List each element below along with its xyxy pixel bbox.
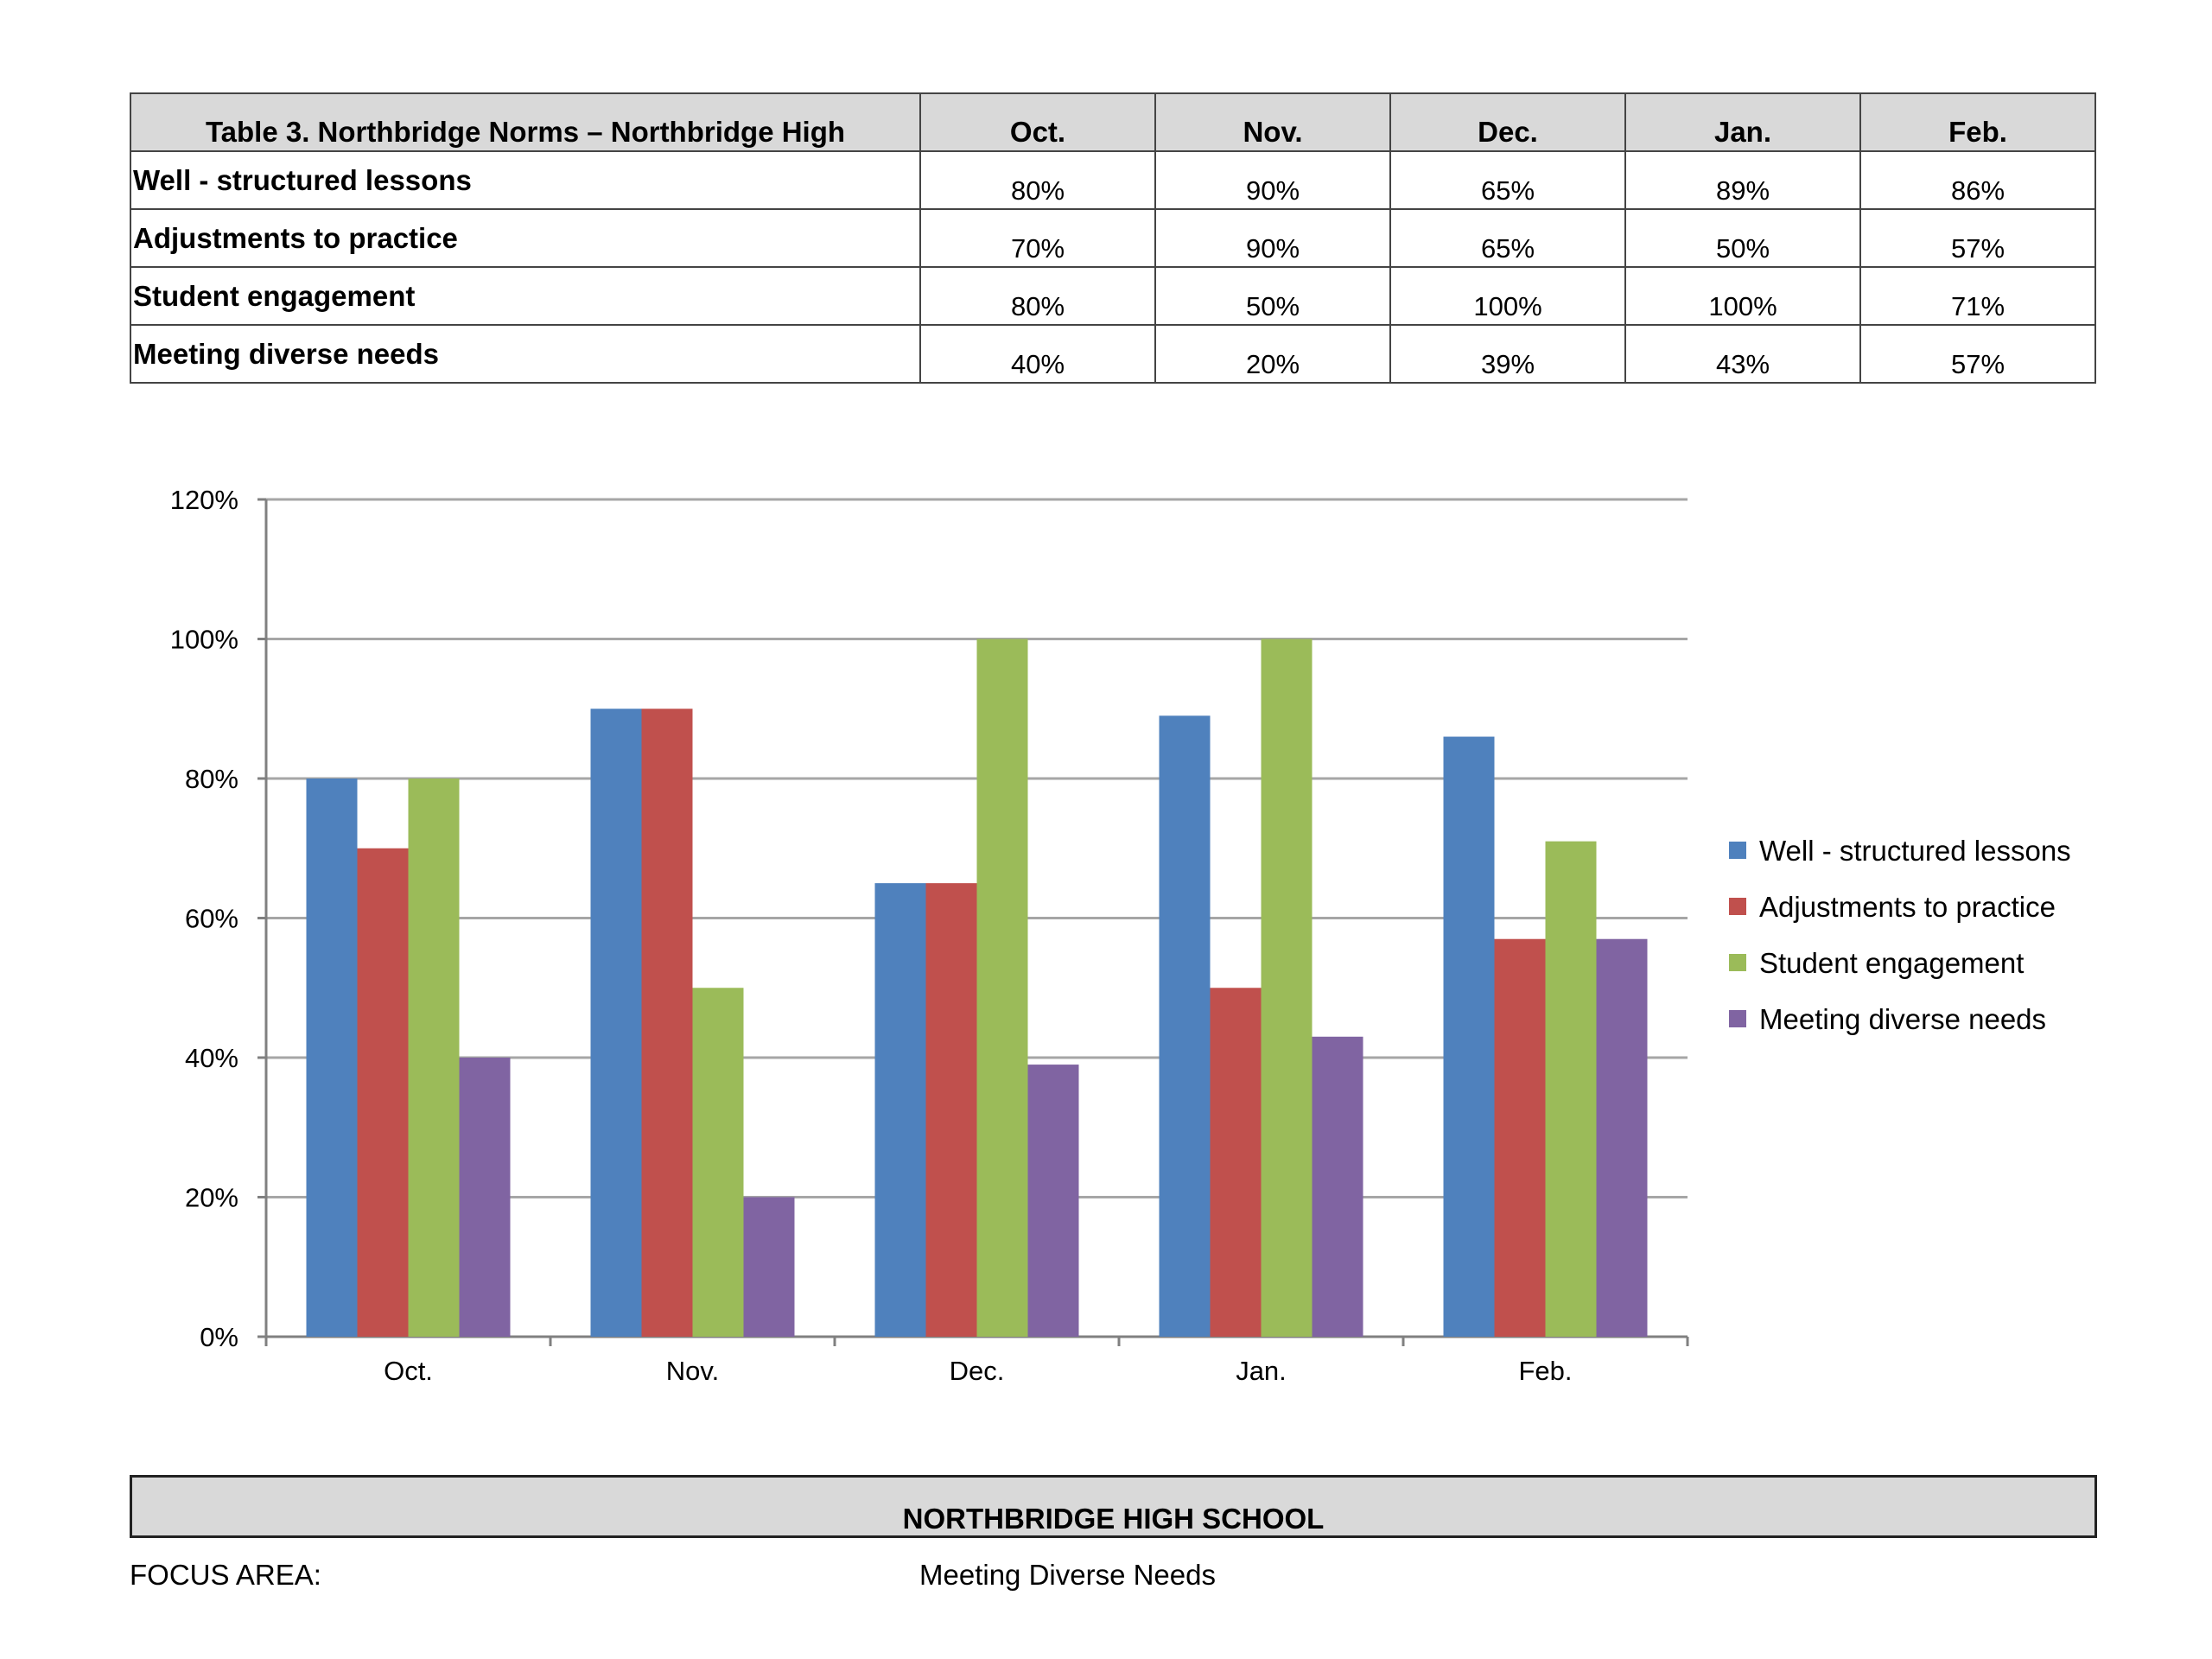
- bar: [459, 1058, 511, 1337]
- y-tick-label: 100%: [170, 625, 238, 655]
- table-cell: 65%: [1389, 150, 1626, 210]
- bar: [1261, 639, 1313, 1337]
- month-header: Nov.: [1154, 92, 1391, 152]
- row-label: Well - structured lessons: [130, 150, 921, 210]
- table-cell: 39%: [1389, 324, 1626, 384]
- school-banner: NORTHBRIDGE HIGH SCHOOL: [130, 1475, 2097, 1538]
- bar: [925, 883, 977, 1337]
- bar-chart: 0% 20% 40% 60% 80% 100% 120% Oct. Nov. Dec. Jan. Fe…: [170, 485, 2071, 1386]
- month-header: Oct.: [919, 92, 1156, 152]
- table-cell: 100%: [1389, 266, 1626, 326]
- y-tick-label: 40%: [185, 1043, 238, 1073]
- x-tick-label: Dec.: [950, 1356, 1005, 1386]
- table-row: Meeting diverse needs 40% 20% 39% 43% 57…: [130, 324, 2096, 384]
- y-tick-label: 20%: [185, 1183, 238, 1213]
- bar: [743, 1197, 795, 1337]
- bar: [976, 639, 1028, 1337]
- table-cell: 57%: [1859, 208, 2096, 268]
- legend-label: Adjustments to practice: [1759, 891, 2056, 923]
- table-cell: 65%: [1389, 208, 1626, 268]
- focus-area-label: FOCUS AREA:: [130, 1559, 321, 1591]
- table-cell: 80%: [919, 266, 1156, 326]
- legend-label: Student engagement: [1759, 947, 2024, 979]
- y-tick-label: 60%: [185, 904, 238, 934]
- table-cell: 40%: [919, 324, 1156, 384]
- bar: [1159, 715, 1211, 1337]
- table-cell: 90%: [1154, 150, 1391, 210]
- table-cell: 89%: [1624, 150, 1861, 210]
- x-tick-label: Nov.: [666, 1356, 719, 1386]
- bar: [1545, 841, 1597, 1337]
- focus-area-value: Meeting Diverse Needs: [919, 1559, 1216, 1591]
- bar: [1312, 1036, 1363, 1337]
- table-cell: 100%: [1624, 266, 1861, 326]
- table-cell: 57%: [1859, 324, 2096, 384]
- bar: [357, 848, 409, 1337]
- month-header: Jan.: [1624, 92, 1861, 152]
- legend-swatch: [1729, 898, 1746, 915]
- y-tick-label: 0%: [200, 1322, 238, 1352]
- school-name: NORTHBRIDGE HIGH SCHOOL: [902, 1503, 1325, 1535]
- table-cell: 90%: [1154, 208, 1391, 268]
- bar: [408, 779, 460, 1337]
- table-title: Table 3. Northbridge Norms – Northbridge…: [130, 92, 921, 152]
- x-tick-label: Jan.: [1236, 1356, 1287, 1386]
- bar: [641, 709, 693, 1337]
- row-label: Adjustments to practice: [130, 208, 921, 268]
- x-tick-label: Feb.: [1518, 1356, 1572, 1386]
- table-cell: 70%: [919, 208, 1156, 268]
- month-header: Feb.: [1859, 92, 2096, 152]
- table-row: Well - structured lessons 80% 90% 65% 89…: [130, 150, 2096, 210]
- table-cell: 50%: [1624, 208, 1861, 268]
- bar: [1027, 1065, 1079, 1337]
- legend-label: Well - structured lessons: [1759, 835, 2071, 867]
- bar: [590, 709, 642, 1337]
- bar: [1443, 736, 1495, 1337]
- table-cell: 86%: [1859, 150, 2096, 210]
- table-cell: 43%: [1624, 324, 1861, 384]
- table-header-row: Table 3. Northbridge Norms – Northbridge…: [130, 92, 2096, 152]
- norms-table: Table 3. Northbridge Norms – Northbridge…: [130, 92, 2096, 384]
- x-tick-label: Oct.: [384, 1356, 433, 1386]
- y-tick-label: 120%: [170, 485, 238, 515]
- bar: [1494, 938, 1546, 1337]
- month-header: Dec.: [1389, 92, 1626, 152]
- table-row: Student engagement 80% 50% 100% 100% 71%: [130, 266, 2096, 326]
- legend-swatch: [1729, 842, 1746, 859]
- bar: [874, 883, 926, 1337]
- bar: [1210, 988, 1262, 1337]
- row-label: Student engagement: [130, 266, 921, 326]
- row-label: Meeting diverse needs: [130, 324, 921, 384]
- table-cell: 20%: [1154, 324, 1391, 384]
- table-row: Adjustments to practice 70% 90% 65% 50% …: [130, 208, 2096, 268]
- legend-swatch: [1729, 1010, 1746, 1027]
- table-cell: 71%: [1859, 266, 2096, 326]
- y-tick-label: 80%: [185, 764, 238, 794]
- bar: [306, 779, 358, 1337]
- legend-swatch: [1729, 954, 1746, 971]
- bar: [1596, 938, 1648, 1337]
- table-cell: 50%: [1154, 266, 1391, 326]
- table-cell: 80%: [919, 150, 1156, 210]
- legend-label: Meeting diverse needs: [1759, 1003, 2046, 1035]
- bar: [692, 988, 744, 1337]
